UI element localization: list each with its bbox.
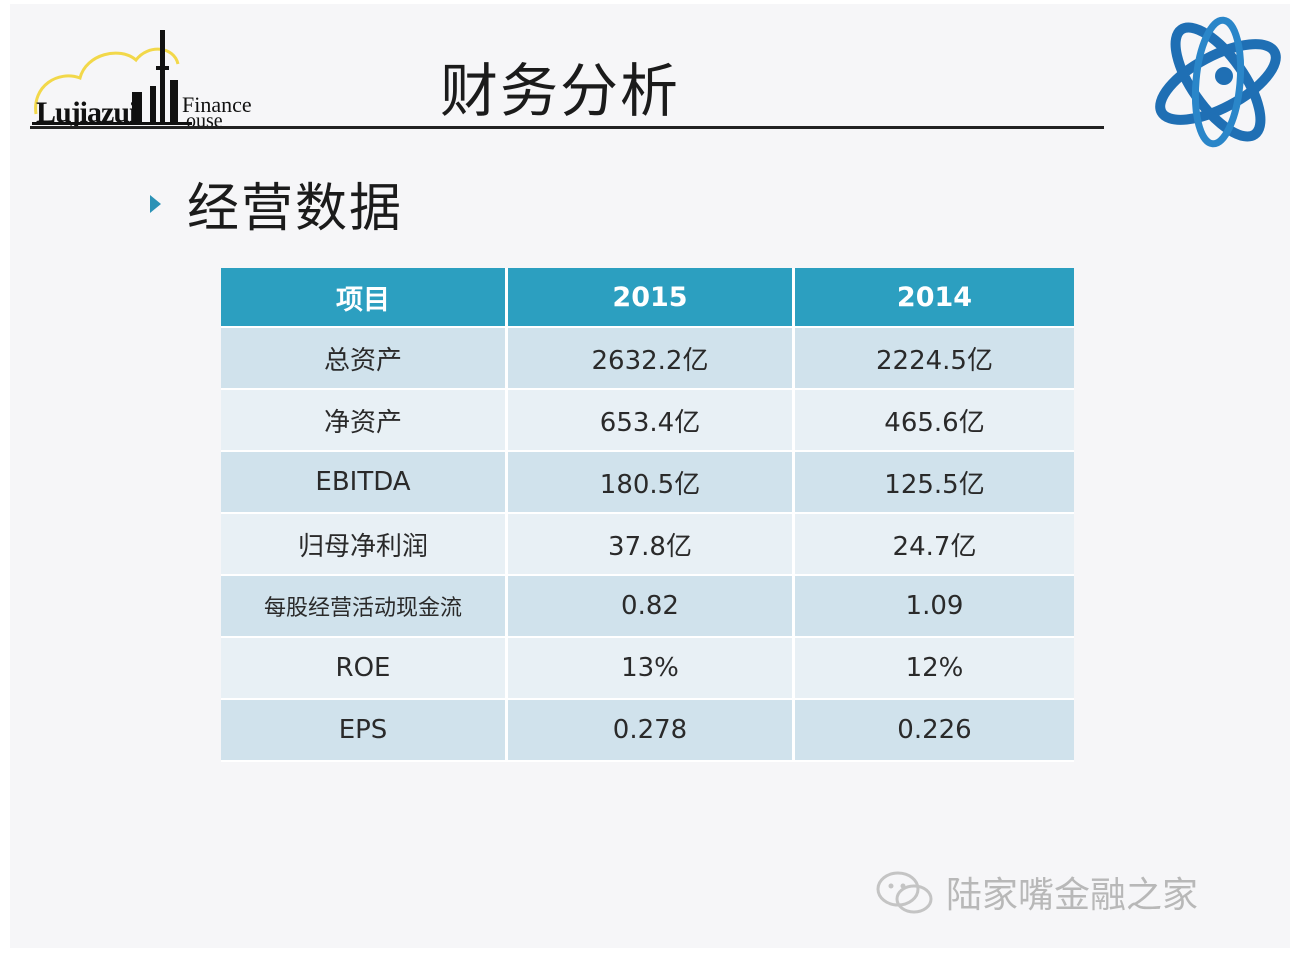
section-heading: 经营数据: [150, 166, 403, 241]
value-2015: 37.8亿: [506, 513, 795, 576]
row-label: 归母净利润: [221, 513, 508, 576]
header-item: 项目: [221, 268, 508, 328]
atom-logo: [1155, 16, 1281, 148]
table-row: 每股经营活动现金流 0.82 1.09: [221, 575, 1074, 638]
table-row: EPS 0.278 0.226: [221, 699, 1074, 762]
value-2015: 653.4亿: [506, 389, 795, 452]
row-label: ROE: [221, 637, 508, 700]
table-header-row: 项目 2015 2014: [221, 268, 1074, 328]
triangle-bullet-icon: [150, 194, 161, 213]
table-row: 净资产 653.4亿 465.6亿: [221, 389, 1074, 452]
wechat-icon: [876, 871, 933, 914]
table-row: 归母净利润 37.8亿 24.7亿: [221, 513, 1074, 576]
row-label: 每股经营活动现金流: [221, 575, 508, 638]
value-2014: 12%: [793, 637, 1074, 700]
table-row: EBITDA 180.5亿 125.5亿: [221, 451, 1074, 514]
row-label: 净资产: [221, 389, 508, 452]
value-2015: 180.5亿: [506, 451, 795, 514]
header-2014: 2014: [793, 268, 1074, 328]
value-2014: 24.7亿: [793, 513, 1074, 576]
table-row: 总资产 2632.2亿 2224.5亿: [221, 327, 1074, 390]
financial-table: 项目 2015 2014 总资产 2632.2亿 2224.5亿 净资产 653…: [221, 268, 1074, 762]
value-2015: 13%: [506, 637, 795, 700]
skyline-cloud-logo: [32, 30, 192, 125]
logo-wordmark: Lujiazui: [36, 96, 137, 129]
watermark-text: 陆家嘴金融之家: [946, 875, 1199, 916]
logo-finance: Finance: [182, 92, 252, 117]
value-2015: 2632.2亿: [506, 327, 795, 390]
value-2014: 0.226: [793, 699, 1074, 762]
row-label: EBITDA: [221, 451, 508, 514]
header-2015: 2015: [506, 268, 795, 328]
value-2014: 125.5亿: [793, 451, 1074, 514]
watermark: 陆家嘴金融之家: [872, 866, 1198, 918]
page-title: 财务分析: [440, 57, 681, 125]
value-2014: 465.6亿: [793, 389, 1074, 452]
row-label: 总资产: [221, 327, 508, 390]
value-2015: 0.278: [506, 699, 795, 762]
value-2014: 1.09: [793, 575, 1074, 638]
row-label: EPS: [221, 699, 508, 762]
table-row: ROE 13% 12%: [221, 637, 1074, 700]
value-2014: 2224.5亿: [793, 327, 1074, 390]
title-divider: [30, 126, 1104, 129]
section-subtitle: 经营数据: [187, 179, 404, 239]
value-2015: 0.82: [506, 575, 795, 638]
